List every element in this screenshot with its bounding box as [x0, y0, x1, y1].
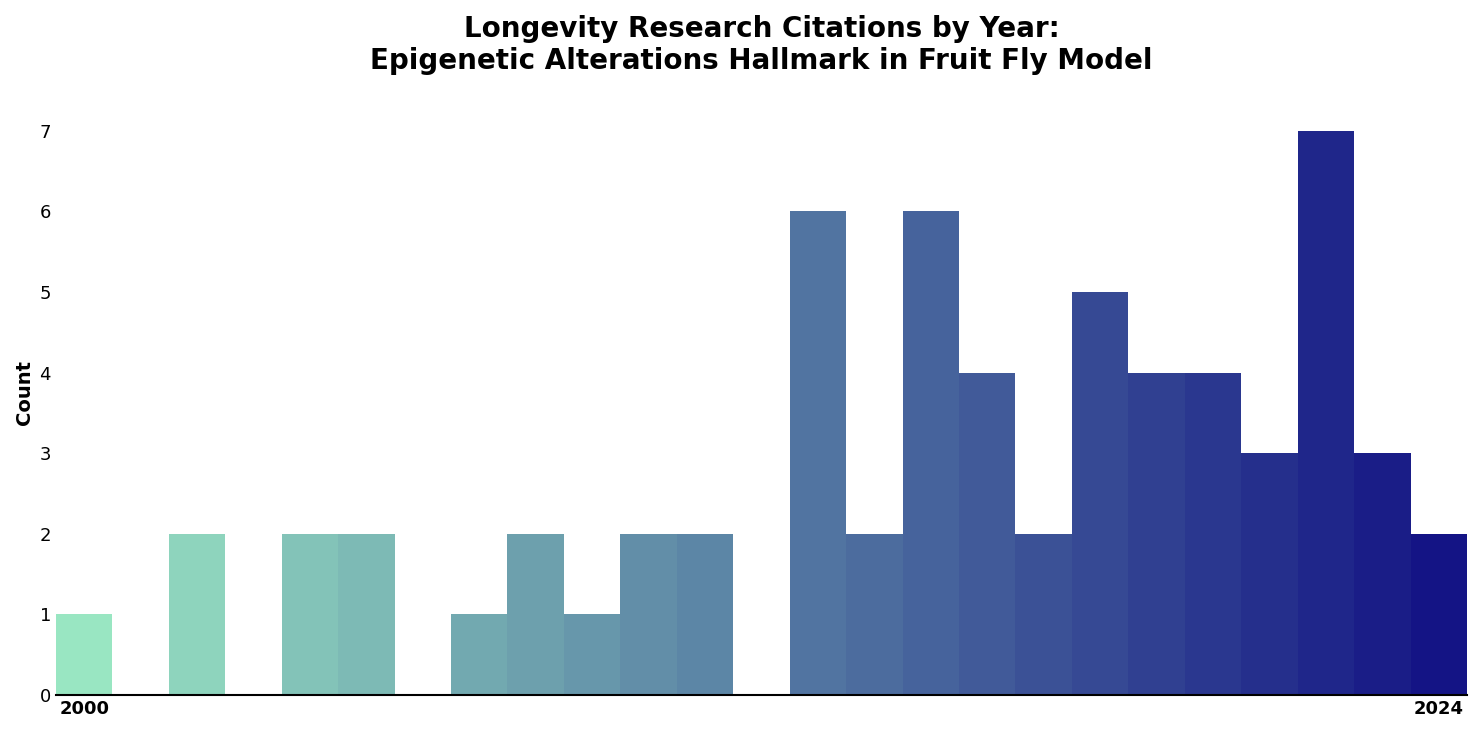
Bar: [789, 211, 846, 695]
Bar: [282, 534, 338, 695]
Bar: [56, 614, 113, 695]
Bar: [959, 372, 1015, 695]
Bar: [508, 534, 564, 695]
Bar: [902, 211, 959, 695]
Bar: [620, 534, 677, 695]
Title: Longevity Research Citations by Year:
Epigenetic Alterations Hallmark in Fruit F: Longevity Research Citations by Year: Ep…: [370, 15, 1153, 75]
Y-axis label: Count: Count: [15, 360, 34, 425]
Bar: [1071, 292, 1128, 695]
Bar: [677, 534, 733, 695]
Bar: [1241, 453, 1297, 695]
Bar: [451, 614, 508, 695]
Bar: [1353, 453, 1411, 695]
Bar: [1015, 534, 1071, 695]
Bar: [1297, 130, 1353, 695]
Bar: [1184, 372, 1241, 695]
Bar: [564, 614, 620, 695]
Bar: [169, 534, 226, 695]
Bar: [846, 534, 902, 695]
Bar: [1411, 534, 1468, 695]
Bar: [1128, 372, 1184, 695]
Bar: [338, 534, 395, 695]
